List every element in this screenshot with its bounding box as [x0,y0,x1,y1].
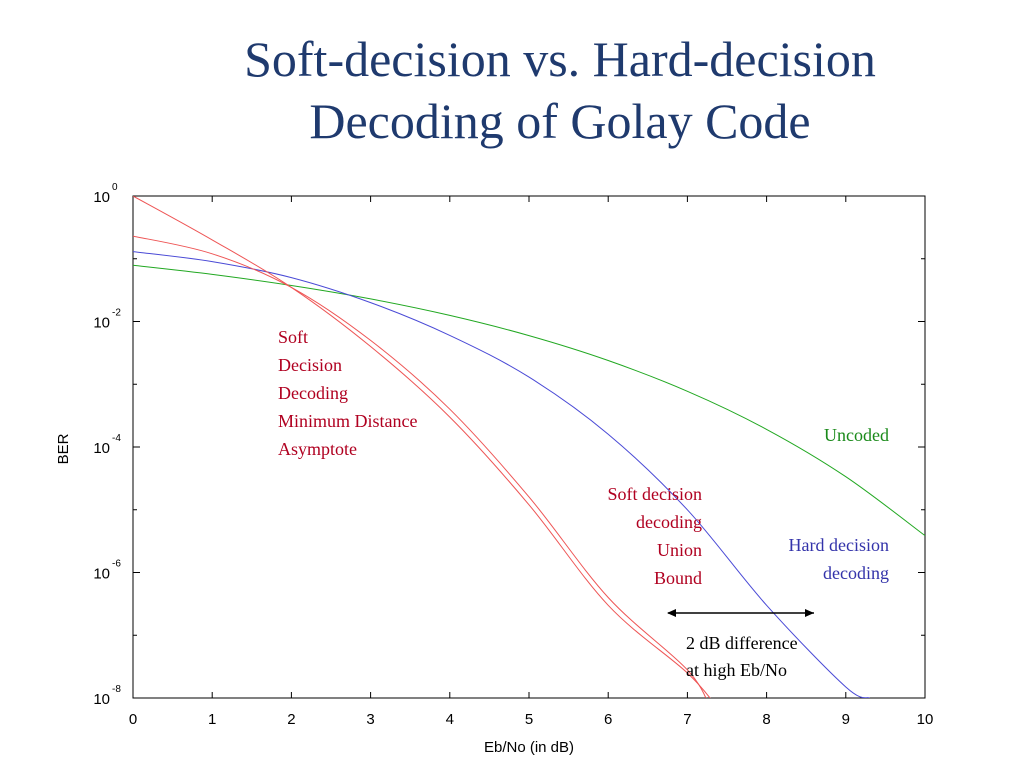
x-tick-label: 9 [842,711,850,728]
y-tick-label: 10 [93,440,110,457]
y-tick-label: 10 [93,691,110,708]
annotation-union-bound-line: Soft decision [608,484,703,504]
series-line-uncoded-0 [133,264,925,537]
x-tick-label: 7 [683,711,691,728]
y-tick-exponent: -2 [112,308,121,319]
y-tick-exponent: -4 [112,433,121,444]
slide-title: Soft-decision vs. Hard-decision Decoding… [150,28,970,152]
annotation-difference: 2 dB difference at high Eb/No [686,633,798,680]
x-tick-label: 10 [917,711,934,728]
x-axis-label: Eb/No (in dB) [484,739,574,756]
y-tick-label: 10 [93,566,110,583]
x-tick-label: 2 [287,711,295,728]
annotation-hard-line: decoding [823,563,889,583]
x-tick-label: 4 [446,711,454,728]
plot-frame [132,195,926,699]
x-tick-label: 1 [208,711,216,728]
annotation-min-distance-line: Decoding [278,383,348,403]
annotation-hard-decision: Hard decision decoding [789,535,889,583]
annotation-union-bound-line: Union [657,540,702,560]
annotation-uncoded: Uncoded [824,425,889,445]
y-tick-exponent: -6 [112,559,121,570]
y-axis-label: BER [55,433,72,464]
title-line-1: Soft-decision vs. Hard-decision [244,31,876,87]
x-tick-label: 6 [604,711,612,728]
series-line-hard-1 [133,251,870,698]
annotation-union-bound: Soft decision decoding Union Bound [608,484,703,588]
annotation-min-distance: Soft Decision Decoding Minimum Distance … [278,327,417,459]
annotation-hard-line: Hard decision [789,535,889,555]
series-line-soft-2 [133,196,711,698]
annotation-min-distance-line: Minimum Distance [278,411,417,431]
title-line-2: Decoding of Golay Code [309,93,811,149]
annotation-min-distance-line: Soft [278,327,308,347]
annotation-min-distance-line: Decision [278,355,342,375]
y-tick-label: 10 [93,189,110,206]
y-tick-exponent: 0 [112,182,118,193]
x-tick-label: 0 [129,711,137,728]
x-axis-ticks: 0 1 2 3 4 5 6 7 8 9 10 [129,196,934,728]
y-tick-label: 10 [93,315,110,332]
x-tick-label: 3 [366,711,374,728]
x-tick-label: 8 [762,711,770,728]
annotation-union-bound-line: Bound [654,568,702,588]
series-line-soft-3 [133,235,707,698]
annotation-difference-line: 2 dB difference [686,633,798,653]
annotation-union-bound-line: decoding [636,512,702,532]
annotation-difference-line: at high Eb/No [686,660,787,680]
y-tick-exponent: -8 [112,684,121,695]
x-tick-label: 5 [525,711,533,728]
annotation-min-distance-line: Asymptote [278,439,357,459]
series-layer [133,196,925,698]
